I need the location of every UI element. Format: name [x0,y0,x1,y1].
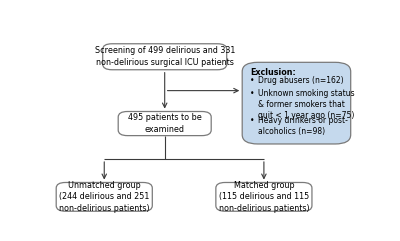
Text: Drug abusers (n=162): Drug abusers (n=162) [258,76,343,85]
Text: •: • [250,116,254,125]
Text: Unknown smoking status
& former smokers that
quit < 1 year ago (n=75): Unknown smoking status & former smokers … [258,89,354,120]
FancyBboxPatch shape [216,182,312,211]
Text: 495 patients to be
examined: 495 patients to be examined [128,113,202,134]
Text: Matched group
(115 delirious and 115
non-delirious patients): Matched group (115 delirious and 115 non… [218,181,309,213]
FancyBboxPatch shape [242,62,351,144]
Text: Unmatched group
(244 delirious and 251
non-delirious patients): Unmatched group (244 delirious and 251 n… [59,181,150,213]
Text: •: • [250,89,254,98]
Text: •: • [250,76,254,85]
Text: Heavy drinkers or post-
alcoholics (n=98): Heavy drinkers or post- alcoholics (n=98… [258,116,348,136]
FancyBboxPatch shape [56,182,152,211]
Text: Screening of 499 delirious and 331
non-delirious surgical ICU patients: Screening of 499 delirious and 331 non-d… [94,46,235,67]
FancyBboxPatch shape [103,44,227,70]
FancyBboxPatch shape [118,112,211,136]
Text: Exclusion:: Exclusion: [250,68,296,77]
